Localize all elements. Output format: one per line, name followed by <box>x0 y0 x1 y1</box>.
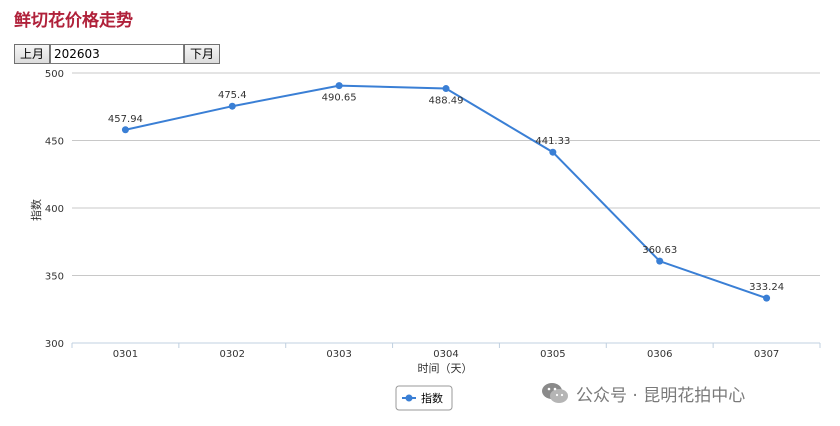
x-axis: 0301 0302 0303 0304 0305 0306 0307 <box>71 342 821 360</box>
series-line-path <box>125 84 767 300</box>
wechat-icon <box>542 383 568 403</box>
x-tick-label: 0305 <box>540 349 565 360</box>
data-point[interactable] <box>656 257 664 265</box>
data-point[interactable] <box>549 148 557 156</box>
legend-marker <box>405 394 413 402</box>
x-tick-label: 0304 <box>433 349 458 360</box>
prev-month-button[interactable]: 上月 <box>14 44 50 64</box>
x-tick-label: 0307 <box>754 349 779 360</box>
x-tick-label: 0302 <box>220 349 245 360</box>
watermark-text: 公众号 · 昆明花拍中心 <box>576 385 746 406</box>
y-axis: 300 350 400 450 500 <box>45 69 64 350</box>
y-tick-label: 400 <box>45 204 64 215</box>
data-label: 475.4 <box>218 90 247 101</box>
page-title: 鲜切花价格走势 <box>14 11 133 31</box>
data-label: 490.65 <box>322 93 357 104</box>
x-tick-label: 0306 <box>647 349 672 360</box>
data-label: 457.94 <box>108 114 143 125</box>
watermark: 公众号 · 昆明花拍中心 <box>540 380 745 406</box>
series-line <box>121 82 771 302</box>
next-month-button[interactable]: 下月 <box>184 44 220 64</box>
legend-label: 指数 <box>421 391 443 405</box>
data-point[interactable] <box>335 82 343 90</box>
data-point[interactable] <box>763 294 771 302</box>
y-tick-label: 500 <box>45 69 64 80</box>
data-labels: 457.94 475.4 490.65 488.49 441.33 360.63 333.2… <box>108 90 784 293</box>
month-input[interactable] <box>50 44 184 64</box>
data-point[interactable] <box>121 126 129 134</box>
data-label: 360.63 <box>642 245 677 256</box>
y-axis-label: 指数 <box>29 199 43 221</box>
x-axis-label: 时间（天） <box>418 362 473 375</box>
y-tick-label: 300 <box>45 339 64 350</box>
data-label: 441.33 <box>535 136 570 147</box>
y-tick-label: 350 <box>45 272 64 283</box>
data-point[interactable] <box>228 102 236 110</box>
chart-grid <box>72 72 820 344</box>
x-tick-label: 0301 <box>113 349 138 360</box>
y-tick-label: 450 <box>45 137 64 148</box>
data-label: 488.49 <box>429 96 464 107</box>
data-point[interactable] <box>442 85 450 93</box>
legend[interactable]: 指数 <box>395 385 453 411</box>
data-label: 333.24 <box>749 282 784 293</box>
x-tick-label: 0303 <box>326 349 351 360</box>
